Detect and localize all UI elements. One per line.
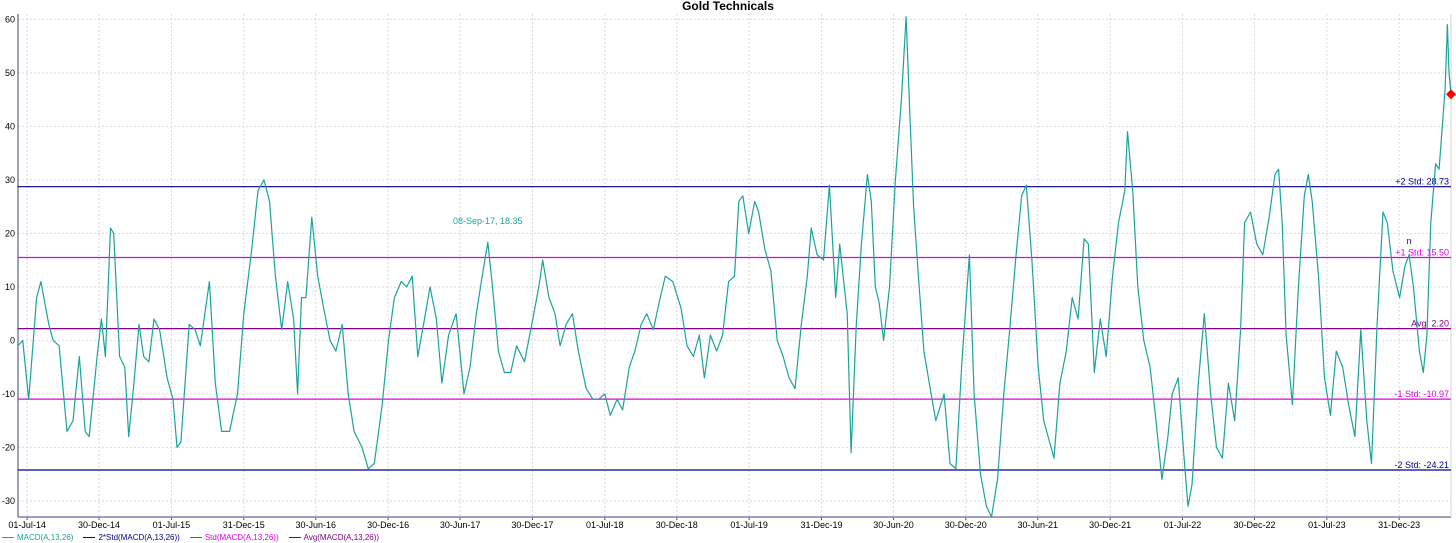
x-tick-label: 30-Jun-17: [440, 520, 481, 530]
macd-line: [17, 16, 1452, 518]
level-label: +1 Std: 15.50: [1395, 247, 1449, 257]
y-tick-label: 0: [10, 335, 15, 345]
y-tick-label: 50: [5, 68, 15, 78]
x-tick-label: 01-Jul-18: [586, 520, 624, 530]
legend-swatch: [189, 536, 202, 538]
x-tick-label: 30-Dec-17: [511, 520, 553, 530]
x-tick-label: 31-Dec-23: [1378, 520, 1420, 530]
level-label: -1 Std: -10.97: [1394, 389, 1449, 399]
legend-item: 2*Std(MACD(A,13,26)): [83, 532, 180, 542]
std-levels: +2 Std: 28.73 +1 Std: 15.50 Avg: 2.20 -1 St…: [18, 177, 1451, 471]
legend-label: 2*Std(MACD(A,13,26)): [98, 532, 180, 542]
x-tick-label: 01-Jul-19: [730, 520, 768, 530]
y-tick-label: -10: [2, 389, 15, 399]
x-tick-label: 31-Dec-19: [800, 520, 842, 530]
x-tick-label: 30-Jun-21: [1018, 520, 1059, 530]
grid: [18, 14, 1451, 517]
legend-item: Avg(MACD(A,13,26)): [288, 532, 380, 542]
peak-annotation: 08-Sep-17, 18.35: [453, 216, 523, 226]
legend-label: Std(MACD(A,13,26)): [204, 532, 279, 542]
y-tick-label: 20: [5, 228, 15, 238]
macd-series: [17, 16, 1452, 518]
legend-label: MACD(A,13,26): [17, 532, 74, 542]
legend: MACD(A,13,26) 2*Std(MACD(A,13,26)) Std(MAC…: [2, 531, 379, 543]
chart-title: Gold Technicals: [682, 0, 774, 13]
level-label: +2 Std: 28.73: [1395, 177, 1449, 187]
x-tick-label: 30-Dec-22: [1233, 520, 1275, 530]
y-tick-label: 10: [5, 282, 15, 292]
legend-swatch: [2, 536, 14, 538]
x-tick-label: 31-Dec-15: [223, 520, 265, 530]
x-tick-label: 30-Dec-20: [945, 520, 987, 530]
y-tick-label: -20: [2, 442, 15, 452]
small-label: n: [1407, 236, 1412, 246]
x-tick-label: 01-Jul-14: [8, 520, 46, 530]
level-label: Avg: 2.20: [1411, 319, 1449, 329]
x-tick-label: 30-Dec-16: [367, 520, 409, 530]
x-tick-label: 01-Jul-15: [153, 520, 191, 530]
axes: 60 50 40 30 20 10 0 -10 -20 -30 01-Jul-14 30-Dec-14…: [2, 14, 1452, 530]
x-tick-label: 30-Dec-21: [1089, 520, 1131, 530]
x-tick-label: 30-Dec-18: [656, 520, 698, 530]
legend-item: MACD(A,13,26): [2, 533, 73, 542]
plot-area: [18, 14, 1451, 517]
last-value-marker: [1446, 89, 1456, 100]
x-tick-label: 01-Jul-23: [1308, 520, 1346, 530]
x-tick-label: 30-Jun-16: [295, 520, 336, 530]
y-tick-label: 30: [5, 175, 15, 185]
y-tick-label: 60: [5, 14, 15, 24]
y-tick-label: 40: [5, 121, 15, 131]
legend-item: Std(MACD(A,13,26)): [189, 532, 279, 542]
legend-label: Avg(MACD(A,13,26)): [303, 532, 380, 542]
level-label: -2 Std: -24.21: [1394, 460, 1449, 470]
legend-swatch: [288, 536, 301, 538]
x-tick-label: 01-Jul-22: [1164, 520, 1202, 530]
x-tick-label: 30-Dec-14: [78, 520, 120, 530]
x-tick-label: 30-Jun-20: [873, 520, 914, 530]
annotations: 08-Sep-17, 18.35 n: [453, 89, 1456, 246]
legend-swatch: [83, 536, 96, 538]
y-tick-label: -30: [2, 496, 15, 506]
